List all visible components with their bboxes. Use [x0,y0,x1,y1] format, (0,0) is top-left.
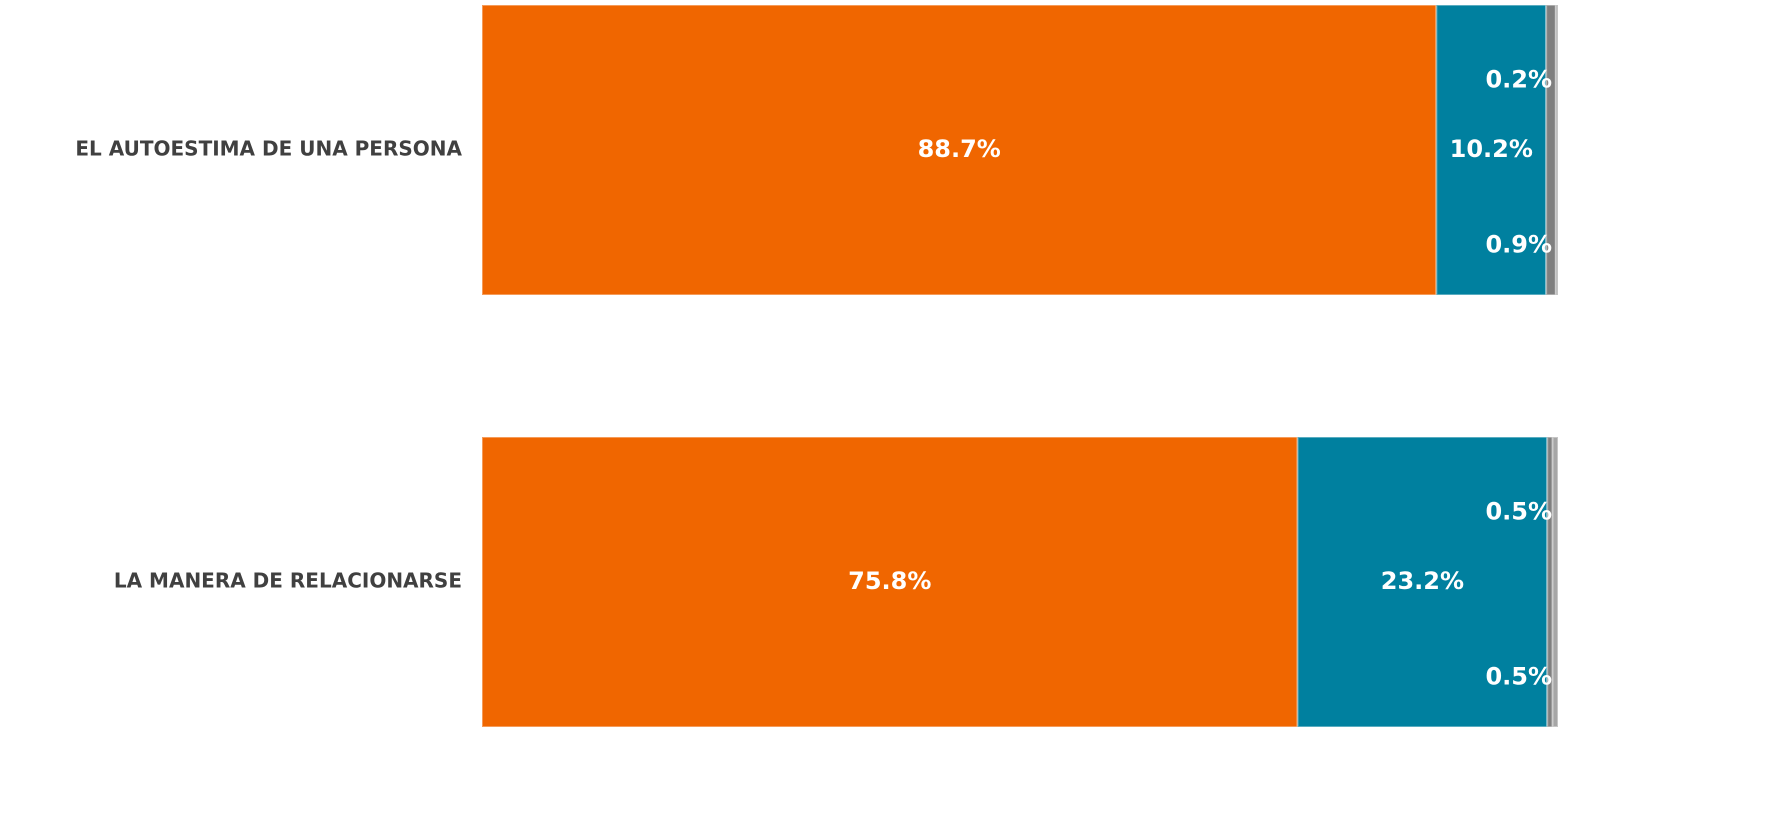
bar-segment [1554,4,1560,296]
category-label: EL AUTOESTIMA DE UNA PERSONA [75,137,462,161]
bar-segment [481,436,1299,728]
value-label: 88.7% [918,135,1001,163]
value-label: 75.8% [848,567,931,595]
bar-segment [481,4,1438,296]
value-label: 0.5% [1485,663,1552,691]
category-label: LA MANERA DE RELACIONARSE [114,569,462,593]
bar-segment [1545,4,1557,296]
value-label: 10.2% [1450,135,1533,163]
value-label: 0.2% [1485,65,1552,93]
bar-segment [1435,4,1548,296]
value-label: 0.5% [1485,497,1552,525]
bar-segment [1296,436,1549,728]
bar-segment [1551,436,1559,728]
value-label: 0.9% [1485,231,1552,259]
value-label: 23.2% [1381,567,1464,595]
